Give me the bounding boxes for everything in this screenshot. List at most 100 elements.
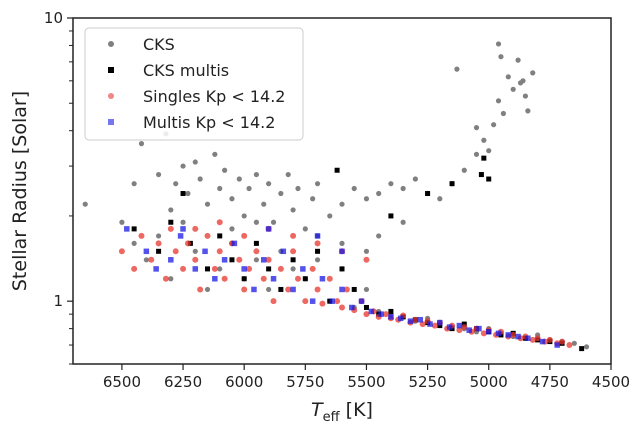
x-axis-label-main: T bbox=[311, 399, 324, 421]
data-point bbox=[300, 266, 306, 272]
x-axis-label: Teff [K] bbox=[311, 399, 373, 425]
data-point bbox=[131, 240, 137, 246]
data-point bbox=[217, 233, 223, 239]
data-point bbox=[473, 125, 480, 131]
data-point bbox=[368, 308, 375, 315]
data-point bbox=[143, 257, 149, 263]
data-point bbox=[437, 196, 443, 202]
data-point bbox=[339, 248, 345, 255]
data-point bbox=[197, 176, 203, 182]
data-point bbox=[363, 311, 370, 318]
legend-label: Multis Kp < 14.2 bbox=[143, 113, 275, 132]
data-point bbox=[229, 257, 235, 263]
data-point bbox=[204, 286, 211, 293]
data-point bbox=[302, 226, 308, 232]
data-point bbox=[566, 342, 573, 349]
data-point bbox=[302, 276, 308, 282]
data-point bbox=[349, 304, 355, 311]
data-point bbox=[138, 232, 145, 239]
data-point bbox=[363, 304, 369, 310]
y-tick-label: 10 bbox=[44, 9, 63, 27]
data-point bbox=[265, 256, 272, 263]
data-point bbox=[485, 328, 492, 335]
data-point bbox=[400, 185, 406, 192]
data-point bbox=[478, 172, 484, 178]
data-point bbox=[500, 110, 506, 117]
data-point bbox=[376, 190, 382, 197]
data-point bbox=[192, 256, 199, 263]
data-point bbox=[315, 248, 321, 254]
data-point bbox=[446, 324, 453, 330]
data-point bbox=[334, 167, 340, 173]
data-point bbox=[260, 257, 267, 263]
data-point bbox=[229, 196, 235, 202]
data-point bbox=[302, 298, 309, 305]
data-point bbox=[241, 232, 248, 239]
data-point bbox=[559, 338, 566, 345]
data-point bbox=[456, 322, 463, 329]
data-point bbox=[456, 327, 463, 334]
data-point bbox=[314, 181, 321, 187]
data-point bbox=[522, 93, 529, 99]
data-point bbox=[153, 266, 159, 272]
data-point bbox=[260, 275, 267, 282]
data-point bbox=[376, 233, 382, 239]
data-point bbox=[505, 74, 511, 80]
data-point bbox=[495, 98, 502, 104]
data-point bbox=[363, 256, 370, 263]
data-point bbox=[290, 248, 297, 255]
x-tick-label: 6500 bbox=[103, 373, 141, 391]
data-point bbox=[417, 316, 424, 323]
data-point bbox=[236, 176, 242, 182]
data-point bbox=[290, 266, 296, 272]
x-tick-label: 4750 bbox=[531, 373, 569, 391]
data-point bbox=[172, 248, 179, 255]
data-point bbox=[491, 122, 497, 128]
data-point bbox=[525, 335, 531, 341]
data-point bbox=[412, 316, 419, 323]
data-point bbox=[454, 66, 460, 72]
data-point bbox=[253, 171, 260, 178]
data-point bbox=[266, 266, 272, 272]
data-point bbox=[192, 266, 199, 272]
data-point bbox=[270, 276, 277, 282]
data-point bbox=[554, 342, 560, 348]
data-point bbox=[290, 232, 297, 239]
data-point bbox=[363, 248, 370, 254]
data-point bbox=[212, 276, 218, 282]
data-point bbox=[212, 151, 218, 157]
data-point bbox=[253, 257, 260, 263]
data-point bbox=[278, 190, 284, 197]
data-point bbox=[407, 318, 414, 324]
data-point bbox=[155, 171, 162, 178]
data-point bbox=[231, 240, 238, 247]
data-point bbox=[119, 219, 125, 225]
data-point bbox=[510, 86, 516, 92]
data-point bbox=[202, 248, 208, 255]
data-point bbox=[310, 196, 316, 202]
data-point bbox=[351, 286, 357, 292]
data-point bbox=[217, 266, 223, 272]
x-axis-label-unit: [K] bbox=[340, 399, 373, 421]
data-point bbox=[222, 167, 228, 173]
data-point bbox=[236, 256, 243, 263]
data-point bbox=[204, 201, 211, 207]
data-point bbox=[486, 148, 492, 154]
data-point bbox=[571, 340, 577, 346]
data-point bbox=[216, 248, 223, 255]
data-point bbox=[253, 248, 260, 255]
data-point bbox=[461, 324, 468, 331]
x-tick-label: 4500 bbox=[592, 373, 630, 391]
data-point bbox=[495, 41, 502, 47]
data-point bbox=[314, 240, 321, 247]
data-point bbox=[495, 330, 502, 337]
data-point bbox=[241, 266, 247, 272]
data-point bbox=[156, 248, 162, 254]
data-point bbox=[314, 233, 321, 239]
data-point bbox=[261, 201, 267, 207]
data-point bbox=[525, 108, 531, 114]
data-point bbox=[138, 141, 145, 147]
data-point bbox=[277, 265, 284, 272]
data-point bbox=[309, 298, 316, 304]
data-point bbox=[280, 248, 287, 255]
